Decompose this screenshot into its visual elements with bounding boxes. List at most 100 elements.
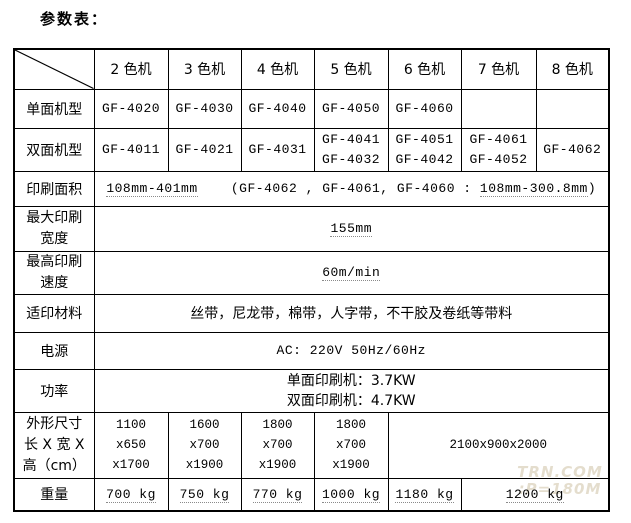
row-label-dimensions: 外形尺寸 长 X 宽 X 高（cm） [13, 411, 95, 479]
cell-double-7-line2: GF-4052 [469, 151, 528, 167]
cell-printing-area: 108mm-401mm (GF-4062 , GF-4061, GF-4060 … [93, 170, 610, 207]
row-label-max-printing-speed: 最高印刷 速度 [13, 250, 95, 295]
cell-max-printing-width: 155mm [93, 205, 610, 252]
cell-single-2: GF-4020 [93, 88, 169, 129]
cell-double-7-line1: GF-4061 [469, 131, 528, 147]
row-label-power-supply: 电源 [13, 331, 95, 370]
max-width-label-line1: 最大印刷 [26, 209, 83, 226]
row-weight: 重量 700 kg 750 kg 770 kg 1000 kg 1180 kg … [13, 477, 610, 512]
col-header-2-color: 2 色机 [93, 48, 169, 90]
weight-2-value: 700 kg [106, 486, 156, 503]
cell-power-supply: AC: 220V 50Hz/60Hz [93, 331, 610, 370]
dim-4-w: x700 [262, 438, 293, 452]
cell-double-6-line1: GF-4051 [395, 131, 454, 147]
dim-3-h: x1900 [185, 458, 224, 472]
cell-single-7 [460, 88, 537, 129]
weight-5-value: 1000 kg [321, 486, 381, 503]
cell-weight-4: 770 kg [240, 477, 315, 512]
col-header-7-color: 7 色机 [460, 48, 537, 90]
cell-double-5: GF-4041 GF-4032 [313, 127, 389, 172]
weight-merged-value: 1200 kg [505, 486, 564, 503]
parameters-table: 2 色机 3 色机 4 色机 5 色机 6 色机 7 色机 8 色机 单面机型 … [13, 48, 610, 512]
cell-double-7: GF-4061 GF-4052 [460, 127, 537, 172]
cell-dimensions-merged-6-7-8: 2100x900x2000 [387, 411, 610, 479]
printing-area-note-prefix: (GF-4062 , GF-4061, GF-4060 : [230, 181, 480, 196]
cell-double-5-line2: GF-4032 [321, 151, 381, 167]
col-header-4-color: 4 色机 [240, 48, 315, 90]
row-double-sided-model: 双面机型 GF-4011 GF-4021 GF-4031 GF-4041 GF-… [13, 127, 610, 172]
weight-6-value: 1180 kg [395, 486, 454, 503]
cell-single-8 [535, 88, 610, 129]
cell-printable-materials: 丝带，尼龙带，棉带，人字带，不干胶及卷纸等带料 [93, 293, 610, 333]
max-width-label-line2: 宽度 [40, 230, 69, 247]
weight-4-value: 770 kg [252, 486, 303, 503]
dimensions-label-line1: 外形尺寸 [26, 415, 83, 432]
dim-5-w: x700 [335, 438, 366, 452]
cell-dimensions-4: 1800 x700 x1900 [240, 411, 315, 479]
page-title: 参数表： [40, 10, 109, 28]
row-label-power-rating: 功率 [13, 368, 95, 413]
dim-2-l: 1100 [115, 418, 146, 432]
printing-area-note-suffix: ) [587, 181, 597, 196]
row-label-printable-materials: 适印材料 [13, 293, 95, 333]
max-width-value: 155mm [330, 221, 372, 237]
max-speed-label-line2: 速度 [40, 274, 69, 291]
cell-double-5-line1: GF-4041 [321, 131, 381, 147]
row-power-rating: 功率 单面印刷机：3.7KW 双面印刷机：4.7KW [13, 368, 610, 413]
cell-dimensions-2: 1100 x650 x1700 [93, 411, 169, 479]
cell-weight-3: 750 kg [167, 477, 242, 512]
row-label-weight: 重量 [13, 477, 95, 512]
cell-double-6: GF-4051 GF-4042 [387, 127, 462, 172]
cell-dimensions-5: 1800 x700 x1900 [313, 411, 389, 479]
dim-3-l: 1600 [189, 418, 220, 432]
max-speed-value: 60m/min [322, 265, 381, 281]
cell-double-3: GF-4021 [167, 127, 242, 172]
diagonal-line [15, 50, 93, 88]
cell-double-2: GF-4011 [93, 127, 169, 172]
row-max-printing-width: 最大印刷 宽度 155mm [13, 205, 610, 252]
col-header-3-color: 3 色机 [167, 48, 242, 90]
cell-single-3: GF-4030 [167, 88, 242, 129]
dim-4-l: 1800 [262, 418, 293, 432]
cell-single-5: GF-4050 [313, 88, 389, 129]
cell-double-6-line2: GF-4042 [395, 151, 454, 167]
cell-double-4: GF-4031 [240, 127, 315, 172]
dim-2-h: x1700 [112, 458, 150, 472]
header-row: 2 色机 3 色机 4 色机 5 色机 6 色机 7 色机 8 色机 [13, 48, 610, 90]
row-power-supply: 电源 AC: 220V 50Hz/60Hz [13, 331, 610, 370]
dim-5-h: x1900 [332, 458, 370, 472]
cell-weight-5: 1000 kg [313, 477, 389, 512]
col-header-6-color: 6 色机 [387, 48, 462, 90]
cell-weight-6: 1180 kg [387, 477, 462, 512]
cell-double-8: GF-4062 [535, 127, 610, 172]
printing-area-range: 108mm-401mm [106, 181, 198, 197]
cell-dimensions-3: 1600 x700 x1900 [167, 411, 242, 479]
row-max-printing-speed: 最高印刷 速度 60m/min [13, 250, 610, 295]
col-header-5-color: 5 色机 [313, 48, 389, 90]
power-rating-line2: 双面印刷机：4.7KW [286, 392, 416, 409]
dim-2-w: x650 [115, 438, 146, 452]
cell-weight-merged-7-8: 1200 kg [460, 477, 610, 512]
row-label-max-printing-width: 最大印刷 宽度 [13, 205, 95, 252]
row-label-single-sided-model: 单面机型 [13, 88, 95, 129]
row-printing-area: 印刷面积 108mm-401mm (GF-4062 , GF-4061, GF-… [13, 170, 610, 207]
dim-4-h: x1900 [258, 458, 297, 472]
cell-single-6: GF-4060 [387, 88, 462, 129]
power-rating-line1: 单面印刷机：3.7KW [286, 372, 416, 389]
cell-single-4: GF-4040 [240, 88, 315, 129]
cell-max-printing-speed: 60m/min [93, 250, 610, 295]
printing-area-note-range: 108mm-300.8mm [479, 181, 588, 197]
max-speed-label-line1: 最高印刷 [26, 253, 83, 270]
row-label-double-sided-model: 双面机型 [13, 127, 95, 172]
dim-3-w: x700 [189, 438, 220, 452]
dim-5-l: 1800 [335, 418, 366, 432]
row-label-printing-area: 印刷面积 [13, 170, 95, 207]
row-single-sided-model: 单面机型 GF-4020 GF-4030 GF-4040 GF-4050 GF-… [13, 88, 610, 129]
col-header-8-color: 8 色机 [535, 48, 610, 90]
weight-3-value: 750 kg [179, 486, 230, 503]
corner-cell-diagonal [13, 48, 95, 90]
cell-weight-2: 700 kg [93, 477, 169, 512]
cell-power-rating: 单面印刷机：3.7KW 双面印刷机：4.7KW [93, 368, 610, 413]
row-dimensions: 外形尺寸 长 X 宽 X 高（cm） 1100 x650 x1700 1600 … [13, 411, 610, 479]
dimensions-label-line3: 高（cm） [22, 457, 86, 474]
